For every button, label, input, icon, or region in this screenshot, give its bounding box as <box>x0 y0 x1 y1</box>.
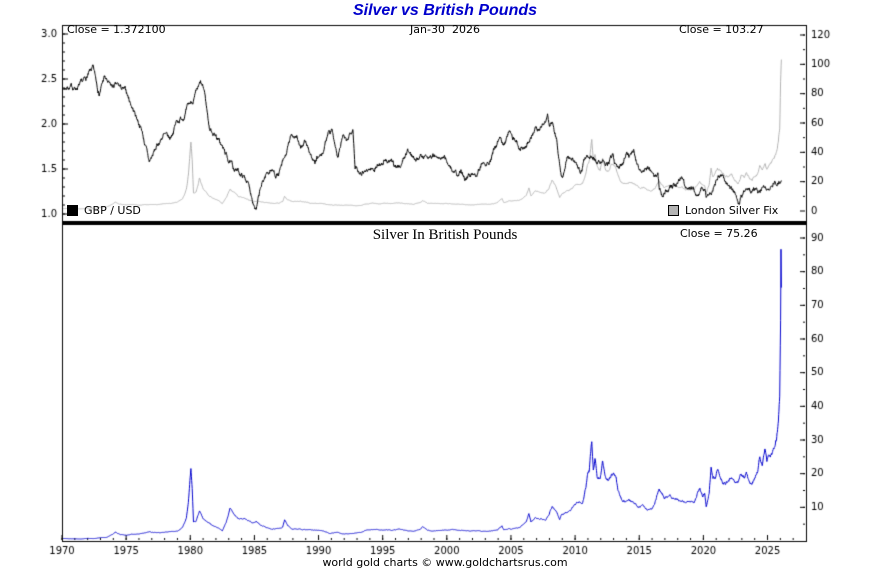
date-label: Jan-30 2026 <box>410 23 480 36</box>
legend-london-silver-fix: London Silver Fix <box>668 204 778 217</box>
bottom-panel-title: Silver In British Pounds <box>372 227 518 243</box>
legend-gbp-usd-label: GBP / USD <box>84 204 141 217</box>
silver-fix-close-label: Close = 103.27 <box>679 23 764 36</box>
london-silver-fix-swatch-icon <box>668 205 679 216</box>
silver-gbp-close-label: Close = 75.26 <box>680 227 758 240</box>
footer-credit: world gold charts © www.goldchartsrus.co… <box>322 556 568 569</box>
gbp-close-label: Close = 1.372100 <box>67 23 166 36</box>
gbp-usd-swatch-icon <box>67 205 78 216</box>
legend-london-silver-fix-label: London Silver Fix <box>685 204 779 217</box>
legend-gbp-usd: GBP / USD <box>67 204 141 217</box>
page-title: Silver vs British Pounds <box>352 2 538 19</box>
